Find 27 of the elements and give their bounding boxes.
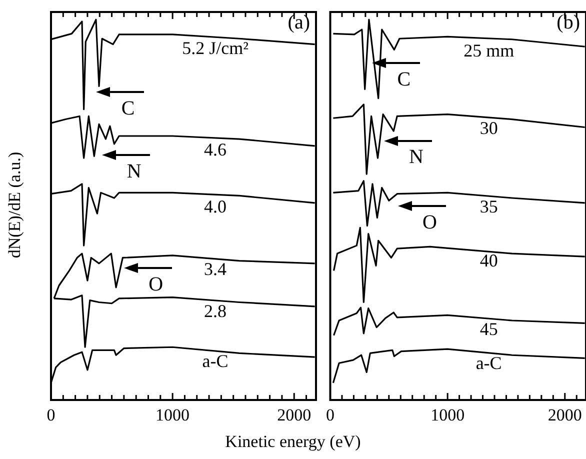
- x-tick-label: 2000: [277, 406, 312, 425]
- legend-label: 3.4: [204, 259, 227, 280]
- legend-label: 35: [480, 196, 498, 216]
- annotation: N: [408, 146, 424, 168]
- series-label: 45: [480, 318, 498, 339]
- series-label: 40: [480, 250, 498, 270]
- series-label: 2.8: [204, 301, 227, 322]
- annotation: N: [126, 160, 142, 182]
- x-tick-label: 2000: [548, 406, 582, 425]
- series-label: 4.0: [204, 196, 227, 216]
- annotation: O: [422, 211, 437, 234]
- series-label: 25 mm: [464, 40, 514, 60]
- annotation: C: [397, 68, 411, 90]
- series-label: 30: [480, 118, 498, 138]
- annotation: O: [148, 274, 164, 296]
- x-tick-label: 1000: [430, 406, 465, 425]
- x-axis-title: Kinetic energy (eV): [224, 432, 362, 452]
- x-tick-label: 0: [326, 406, 334, 425]
- chart-title: (a): [288, 11, 310, 34]
- series-label: a-C: [202, 350, 228, 371]
- series-label: 5.2 J/cm²: [182, 38, 249, 58]
- y-axis-title: dN(E)/dE (a.u.): [5, 150, 25, 260]
- x-tick-label: 1000: [156, 406, 190, 425]
- x-tick-label: 0: [46, 406, 56, 425]
- annotation: C: [121, 98, 135, 120]
- series-label: 4.6: [204, 140, 227, 160]
- series-label: a-C: [476, 352, 502, 373]
